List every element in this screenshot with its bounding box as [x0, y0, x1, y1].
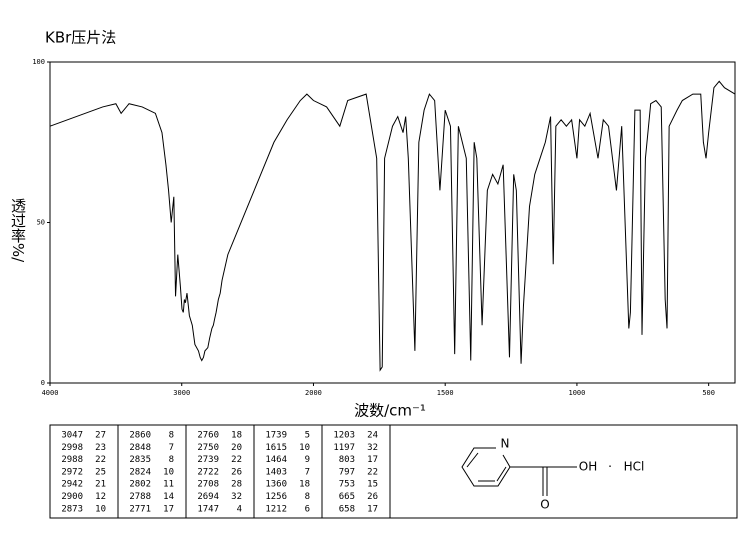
peak-wavenumber: 1256	[265, 492, 287, 502]
peak-transmittance: 32	[367, 443, 378, 453]
peak-transmittance: 17	[163, 504, 174, 514]
peak-wavenumber: 2760	[197, 431, 219, 441]
peak-wavenumber: 2739	[197, 455, 219, 465]
peak-wavenumber: 2802	[129, 480, 151, 490]
peak-transmittance: 5	[305, 431, 310, 441]
x-axis-label: 波数/cm⁻¹	[354, 402, 426, 420]
peak-wavenumber: 2771	[129, 504, 151, 514]
peak-transmittance: 7	[169, 443, 174, 453]
peak-transmittance: 28	[231, 480, 242, 490]
structure-bonds	[461, 447, 577, 496]
peak-wavenumber: 2722	[197, 467, 219, 477]
peak-transmittance: 22	[367, 467, 378, 477]
x-tick-label: 2000	[305, 389, 322, 397]
peak-transmittance: 25	[95, 467, 106, 477]
peak-transmittance: 11	[163, 480, 174, 490]
peak-wavenumber: 2998	[61, 443, 83, 453]
spectrum-line	[49, 80, 736, 372]
peak-wavenumber: 1360	[265, 480, 287, 490]
peak-transmittance: 10	[299, 443, 310, 453]
peak-wavenumber: 1403	[265, 467, 287, 477]
peak-transmittance: 20	[231, 443, 242, 453]
peak-wavenumber: 1464	[265, 455, 287, 465]
atom-o: O	[540, 498, 549, 512]
peak-wavenumber: 2988	[61, 455, 83, 465]
peak-wavenumber: 1212	[265, 504, 287, 514]
peak-transmittance: 17	[367, 504, 378, 514]
x-tick-label: 500	[702, 389, 715, 397]
peak-wavenumber: 658	[339, 504, 355, 514]
group-oh: OH	[579, 460, 597, 474]
peak-transmittance: 26	[231, 467, 242, 477]
peak-wavenumber: 1197	[333, 443, 355, 453]
peak-transmittance: 9	[305, 455, 310, 465]
peak-transmittance: 17	[367, 455, 378, 465]
peak-wavenumber: 2788	[129, 492, 151, 502]
peak-transmittance: 18	[299, 480, 310, 490]
peak-transmittance: 4	[237, 504, 242, 514]
peak-wavenumber: 2708	[197, 480, 219, 490]
peak-wavenumber: 3047	[61, 431, 83, 441]
table-dividers	[117, 425, 391, 518]
hcl: HCl	[624, 460, 645, 474]
peak-transmittance: 21	[95, 480, 106, 490]
peak-wavenumber: 2873	[61, 504, 83, 514]
peak-wavenumber: 2860	[129, 431, 151, 441]
y-tick-label: 50	[37, 219, 45, 227]
y-tick-label: 0	[41, 379, 45, 387]
peak-transmittance: 10	[163, 467, 174, 477]
x-tick-label: 3000	[173, 389, 190, 397]
peak-transmittance: 26	[367, 492, 378, 502]
peak-wavenumber: 665	[339, 492, 355, 502]
peak-wavenumber: 2900	[61, 492, 83, 502]
peak-wavenumber: 797	[339, 467, 355, 477]
table-frame	[49, 424, 738, 519]
peak-wavenumber: 1203	[333, 431, 355, 441]
y-tick-label: 100	[32, 58, 45, 66]
peak-wavenumber: 2694	[197, 492, 219, 502]
atom-n: N	[501, 437, 510, 451]
peak-wavenumber: 2848	[129, 443, 151, 453]
peak-transmittance: 15	[367, 480, 378, 490]
x-tick-label: 4000	[42, 389, 59, 397]
peak-wavenumber: 2972	[61, 467, 83, 477]
peak-transmittance: 8	[169, 455, 174, 465]
peak-wavenumber: 753	[339, 480, 355, 490]
peak-transmittance: 7	[305, 467, 310, 477]
x-tick-label: 1500	[437, 389, 454, 397]
peak-transmittance: 32	[231, 492, 242, 502]
peak-transmittance: 14	[163, 492, 174, 502]
peak-wavenumber: 2750	[197, 443, 219, 453]
peak-wavenumber: 2824	[129, 467, 151, 477]
peak-transmittance: 12	[95, 492, 106, 502]
peak-wavenumber: 1739	[265, 431, 287, 441]
peak-transmittance: 24	[367, 431, 378, 441]
dot: ·	[608, 460, 612, 474]
peak-wavenumber: 1615	[265, 443, 287, 453]
y-axis-label: 透过率%/	[9, 198, 27, 263]
peak-transmittance: 22	[95, 455, 106, 465]
peak-wavenumber: 1747	[197, 504, 219, 514]
peak-transmittance: 6	[305, 504, 310, 514]
peak-wavenumber: 2942	[61, 480, 83, 490]
peak-transmittance: 8	[305, 492, 310, 502]
x-tick-label: 1000	[568, 389, 585, 397]
peak-transmittance: 23	[95, 443, 106, 453]
peak-transmittance: 27	[95, 431, 106, 441]
peak-wavenumber: 803	[339, 455, 355, 465]
chart-title: KBr压片法	[45, 29, 116, 47]
peak-wavenumber: 2835	[129, 455, 151, 465]
peak-transmittance: 8	[169, 431, 174, 441]
peak-transmittance: 18	[231, 431, 242, 441]
peak-transmittance: 22	[231, 455, 242, 465]
peak-transmittance: 10	[95, 504, 106, 514]
